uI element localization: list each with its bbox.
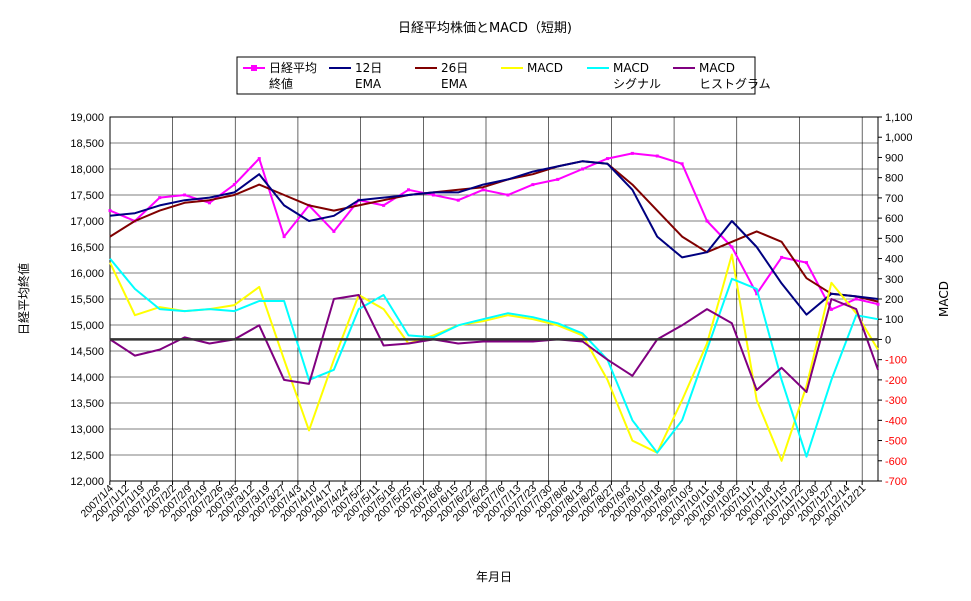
price-marker	[183, 193, 187, 197]
series-line-3	[109, 253, 879, 462]
price-marker	[531, 183, 535, 187]
series-line-1	[109, 160, 879, 316]
y-axis-right-label: MACD	[937, 281, 951, 317]
legend-label: MACD	[613, 61, 649, 75]
price-marker	[829, 307, 833, 311]
legend-label: EMA	[355, 77, 382, 91]
x-axis-ticks: 2007/1/42007/1/122007/1/192007/1/262007/…	[79, 481, 868, 528]
series-line-4	[109, 257, 879, 458]
price-marker	[382, 203, 386, 207]
price-marker	[158, 196, 162, 200]
right-tick-label: 1,100	[885, 112, 913, 124]
price-marker	[207, 201, 211, 205]
right-tick-label: 1,000	[885, 132, 913, 144]
series-line-5	[109, 294, 879, 393]
right-tick-label: 0	[885, 334, 891, 346]
price-marker	[680, 162, 684, 166]
right-tick-label: -100	[885, 355, 907, 367]
legend-label: 終値	[269, 76, 293, 91]
left-tick-label: 12,500	[70, 450, 104, 462]
price-marker	[282, 235, 286, 239]
right-tick-label: 800	[885, 173, 903, 185]
price-marker	[431, 193, 435, 197]
right-tick-label: 500	[885, 233, 903, 245]
right-tick-label: -200	[885, 375, 907, 387]
price-marker	[804, 261, 808, 265]
price-marker	[876, 302, 880, 306]
price-marker	[108, 209, 112, 213]
price-marker	[332, 229, 336, 233]
legend-box	[236, 56, 756, 95]
left-tick-label: 13,000	[70, 424, 104, 436]
left-tick-label: 19,000	[70, 112, 104, 124]
legend-label: ヒストグラム	[699, 77, 771, 91]
legend-label: 26日	[441, 61, 468, 75]
price-marker	[406, 188, 410, 192]
right-tick-label: -400	[885, 415, 907, 427]
right-tick-label: 900	[885, 152, 903, 164]
right-tick-label: 300	[885, 274, 903, 286]
legend-marker	[251, 65, 257, 71]
left-tick-label: 14,500	[70, 346, 104, 358]
left-tick-label: 18,500	[70, 138, 104, 150]
price-marker	[705, 219, 709, 223]
price-marker	[506, 193, 510, 197]
right-tick-label: -300	[885, 395, 907, 407]
legend-label: MACD	[699, 61, 735, 75]
price-marker	[456, 198, 460, 202]
right-axis-ticks: -700 -600 -500 -400 -300 -200 -100 0 100 200 300 40…	[878, 112, 913, 488]
right-tick-label: 400	[885, 254, 903, 266]
series-line-0	[109, 152, 879, 311]
legend-label: 12日	[355, 61, 382, 75]
legend: 日経平均終値 12日 EMA 26日 EMA MACD MACD シグナル MACD ヒストグラム	[236, 56, 771, 95]
left-tick-label: 16,000	[70, 268, 104, 280]
right-tick-label: 600	[885, 213, 903, 225]
price-marker	[481, 188, 485, 192]
price-marker	[232, 183, 236, 187]
legend-label: 日経平均	[269, 61, 317, 75]
right-tick-label: -600	[885, 456, 907, 468]
price-marker	[655, 154, 659, 158]
left-tick-label: 14,000	[70, 372, 104, 384]
price-marker	[755, 292, 759, 296]
gridlines	[109, 116, 878, 482]
price-marker	[630, 151, 634, 155]
left-tick-label: 18,000	[70, 164, 104, 176]
left-tick-label: 15,000	[70, 320, 104, 332]
series-line-2	[109, 160, 879, 303]
left-tick-label: 12,000	[70, 476, 104, 488]
right-tick-label: 100	[885, 314, 903, 326]
y-axis-left-label: 日経平均終値	[16, 263, 31, 335]
price-marker	[581, 167, 585, 171]
x-axis-label: 年月日	[476, 570, 512, 584]
legend-label: シグナル	[613, 77, 661, 91]
left-tick-label: 17,500	[70, 190, 104, 202]
legend-label: EMA	[441, 77, 468, 91]
right-tick-label: 700	[885, 193, 903, 205]
price-marker	[780, 255, 784, 259]
price-marker	[854, 297, 858, 301]
right-tick-label: -500	[885, 436, 907, 448]
price-marker	[257, 157, 261, 161]
left-axis-ticks: 12,000 12,500 13,000 13,500 14,000 14,500 15,0…	[70, 112, 104, 488]
price-marker	[556, 177, 560, 181]
right-tick-label: -700	[885, 476, 907, 488]
chart-title: 日経平均株価とMACD（短期)	[398, 21, 572, 36]
left-tick-label: 16,500	[70, 242, 104, 254]
left-tick-label: 15,500	[70, 294, 104, 306]
price-marker	[605, 157, 609, 161]
series-layer	[108, 151, 880, 462]
price-marker	[730, 245, 734, 249]
left-tick-label: 13,500	[70, 398, 104, 410]
right-tick-label: 200	[885, 294, 903, 306]
legend-label: MACD	[527, 61, 563, 75]
left-tick-label: 17,000	[70, 216, 104, 228]
